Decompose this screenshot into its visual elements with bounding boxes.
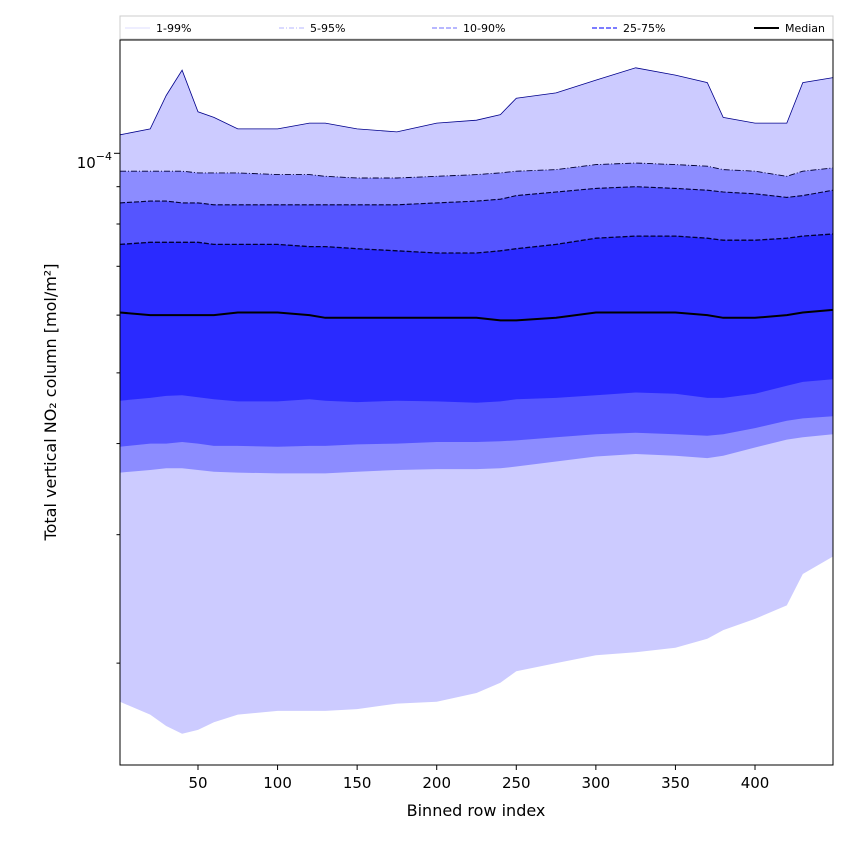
y-axis-label: Total vertical NO₂ column [mol/m²] <box>41 264 60 542</box>
y-tick-base: 10 <box>77 154 96 172</box>
line-median <box>119 308 834 322</box>
x-axis-label: Binned row index <box>407 801 546 820</box>
x-tick-label: 400 <box>741 774 770 792</box>
x-tick-label: 50 <box>188 774 207 792</box>
line-p99 <box>119 67 834 136</box>
x-tick-label: 200 <box>422 774 451 792</box>
legend-box <box>119 15 834 40</box>
percentile-bands <box>120 67 833 734</box>
line-p75 <box>119 233 834 254</box>
legend: 1-99% 5-95% 10-90% 25-75% Median <box>119 15 834 40</box>
x-tick-label: 250 <box>502 774 531 792</box>
legend-label-p25_75: 25-75% <box>623 22 665 35</box>
x-tick-label: 150 <box>343 774 372 792</box>
legend-label-p10_90: 10-90% <box>463 22 505 35</box>
x-tick-label: 300 <box>582 774 611 792</box>
x-tick-label: 100 <box>263 774 292 792</box>
y-tick-label: 10−4 <box>77 150 112 172</box>
legend-label-median: Median <box>785 22 825 35</box>
x-axis: 50 100 150 200 250 300 350 400 <box>188 765 769 792</box>
percentile-lines <box>119 67 834 322</box>
legend-label-p1_99: 1-99% <box>156 22 191 35</box>
y-axis: 10−4 <box>77 150 120 664</box>
line-p90 <box>119 186 834 206</box>
x-tick-label: 350 <box>661 774 690 792</box>
legend-label-p5_95: 5-95% <box>310 22 345 35</box>
plot-frame <box>119 39 834 766</box>
y-tick-exponent: −4 <box>96 150 112 163</box>
line-p95 <box>120 162 834 179</box>
